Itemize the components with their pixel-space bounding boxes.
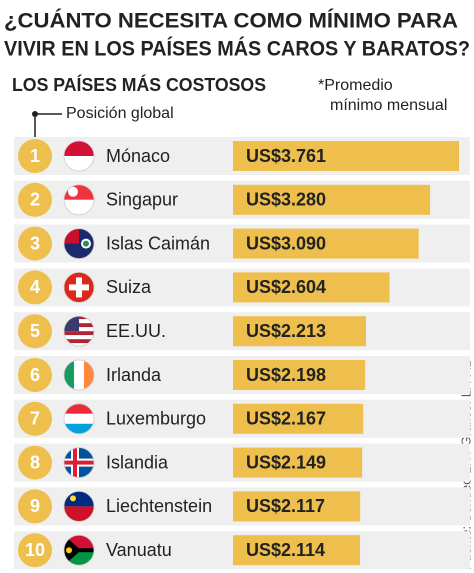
flag (64, 272, 94, 303)
flag-part (69, 284, 89, 291)
flag-part (64, 331, 94, 336)
flag-part (64, 506, 94, 522)
country-name: Liechtenstein (106, 496, 212, 516)
value-label: US$2.198 (246, 365, 326, 385)
value-label: US$2.213 (246, 321, 326, 341)
country-name: Suiza (106, 277, 152, 297)
rank-badge (18, 489, 52, 524)
rank-badge (18, 533, 52, 568)
flag-part (64, 141, 94, 156)
flag (64, 403, 94, 434)
rank-number: 10 (25, 540, 45, 560)
title-line: ¿CUÁNTO NECESITA COMO MÍNIMO PARA (4, 10, 458, 33)
rank-badge (18, 401, 52, 436)
rank-badge (18, 314, 52, 349)
flag-part (64, 491, 94, 507)
rank-badge (18, 445, 52, 480)
value-label: US$2.167 (246, 409, 326, 429)
flag-border (63, 184, 95, 216)
rank-badge (18, 182, 52, 217)
note: mínimo mensual (330, 97, 447, 114)
flag-part (64, 156, 94, 171)
bar (233, 184, 431, 215)
flag (64, 535, 94, 566)
flag-part (64, 343, 94, 347)
flag-part (84, 360, 94, 390)
rank-badge (18, 139, 52, 173)
rank-number: 6 (30, 365, 40, 385)
rank-number: 3 (30, 233, 40, 253)
flag-border (63, 271, 95, 303)
country-name: Islas Caimán (106, 233, 210, 253)
bar (233, 316, 366, 347)
value-label: US$3.090 (246, 233, 326, 253)
country-name: EE.UU. (106, 321, 166, 341)
bar (233, 360, 366, 390)
flag-part (64, 199, 94, 215)
flag-part (68, 186, 78, 197)
pointer-dot (32, 111, 38, 117)
flag-border (63, 447, 95, 479)
bar (233, 403, 364, 434)
value-label: US$2.114 (246, 540, 325, 560)
rank-number: 7 (30, 409, 40, 429)
note: *Promedio (318, 77, 393, 94)
rank-number: 4 (30, 277, 40, 297)
flag (64, 360, 94, 390)
subtitle: LOS PAÍSES MÁS COSTOSOS (12, 74, 266, 95)
flag-part (70, 495, 76, 502)
flag-part (74, 360, 84, 390)
flag-part (66, 547, 72, 554)
flag-part (64, 423, 94, 434)
flag-border (63, 359, 95, 391)
rank-badge (18, 358, 52, 392)
flag-part (64, 413, 94, 424)
flag-border (63, 403, 95, 435)
flag (64, 141, 94, 171)
flag (64, 491, 94, 522)
country-name: Islandia (106, 452, 169, 472)
flag-border (63, 140, 95, 172)
bar (233, 447, 363, 478)
bar (233, 491, 361, 522)
flag-part (64, 460, 94, 465)
rank-badge (18, 226, 52, 261)
rank-number: 8 (30, 452, 40, 472)
flag (64, 228, 94, 259)
value-label: US$2.149 (246, 452, 326, 472)
rank-badge (18, 270, 52, 305)
rank-number: 5 (30, 321, 40, 341)
flag-border (63, 228, 95, 260)
flag (64, 184, 94, 215)
country-name: Mónaco (106, 146, 170, 166)
value-label: US$3.761 (246, 146, 326, 166)
country-name: Irlanda (106, 365, 162, 385)
flag-part (64, 335, 94, 340)
flag-border (63, 315, 95, 347)
flag-border (63, 534, 95, 566)
flag-part (64, 403, 94, 414)
bar (233, 141, 459, 171)
rank-number: 1 (30, 146, 40, 166)
value-label: US$2.604 (246, 277, 326, 297)
title-line: VIVIR EN LOS PAÍSES MÁS CAROS Y BARATOS? (4, 38, 470, 61)
value-label: US$3.280 (246, 190, 326, 210)
value-label: US$2.117 (246, 496, 325, 516)
country-name: Luxemburgo (106, 409, 206, 429)
bar (233, 535, 361, 566)
bar (233, 228, 419, 259)
flag-part (64, 360, 74, 390)
rank-number: 2 (30, 190, 40, 210)
flag-part (83, 240, 89, 247)
bar (233, 272, 390, 303)
country-name: Vanuatu (106, 540, 172, 560)
country-name: Singapur (106, 190, 178, 210)
flag (64, 447, 94, 478)
pointer-line (34, 113, 62, 139)
rank-label: Posición global (66, 105, 174, 122)
flag-part (64, 339, 94, 344)
flag-border (63, 490, 95, 522)
rank-number: 9 (30, 496, 40, 516)
